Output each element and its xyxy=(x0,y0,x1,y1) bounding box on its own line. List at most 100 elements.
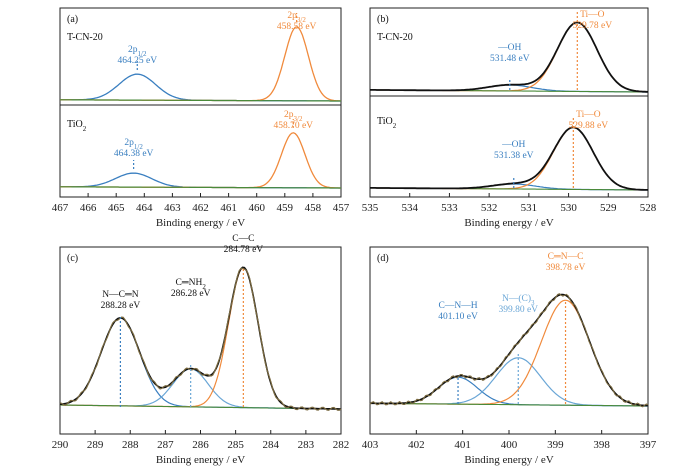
panel-a-1-peak-name-1-base: 2p xyxy=(284,110,294,120)
panel-b-tick-label: 528 xyxy=(640,202,657,214)
panel-d-peak-name-1-sub: 3 xyxy=(531,299,535,307)
panel-b-sample-0: T-CN-20 xyxy=(377,32,413,43)
panel-c-raw-data xyxy=(59,267,342,411)
panel-d-peak-energy-2: 398.78 eV xyxy=(546,263,586,273)
panel-b-1-peak-name-1: Ti—O xyxy=(576,110,601,120)
panel-b-0-peak-energy-1: 529.78 eV xyxy=(573,21,613,31)
panel-a-tick-label: 457 xyxy=(333,202,350,214)
panel-b-1-peak-energy-0: 531.38 eV xyxy=(494,151,534,161)
panel-d-peak-energy-1: 399.80 eV xyxy=(498,305,538,315)
panel-a-tick-label: 464 xyxy=(136,202,153,214)
panel-d-peak-name-0: C—N—H xyxy=(439,301,478,311)
panel-a-0-peak-name-0-sub: 1/2 xyxy=(138,50,147,58)
panel-b-label: (b) xyxy=(377,14,389,25)
panel-b-sample-1-base: TiO xyxy=(377,116,393,127)
panel-c-tick-label: 289 xyxy=(87,439,104,451)
panel-c-tick-label: 290 xyxy=(52,439,69,451)
panel-a-1-fit-2p12 xyxy=(60,172,341,189)
panel-a-sample-0: T-CN-20 xyxy=(67,32,103,43)
panel-b-0-peak-name-1: Ti—O xyxy=(580,10,605,20)
panel-a-tick-label: 465 xyxy=(108,202,125,214)
panel-c-xlabel: Binding energy / eV xyxy=(156,454,245,466)
panel-a-1-peak-name-0: 2p1/2 xyxy=(124,138,143,151)
panel-a-1-fit-2p32 xyxy=(60,132,341,189)
panel-b-1-envelope xyxy=(370,126,648,191)
panel-b-tick-label: 534 xyxy=(401,202,418,214)
panel-a-1-background xyxy=(60,186,341,189)
panel-d-tick-label: 401 xyxy=(454,439,471,451)
panel-d-tick-label: 399 xyxy=(547,439,564,451)
panel-a-1-peak-energy-1: 458.70 eV xyxy=(273,121,313,131)
panel-d-tick-label: 402 xyxy=(408,439,425,451)
panel-c-fit-1 xyxy=(60,368,341,410)
panel-a-0-peak-energy-1: 458.58 eV xyxy=(277,22,317,32)
panel-c-peak-name-1-sub: 2 xyxy=(202,283,206,291)
panel-b-tick-label: 529 xyxy=(600,202,617,214)
panel-a-0-background xyxy=(60,99,341,102)
panel-b-tick-label: 530 xyxy=(560,202,577,214)
panel-d-tick-label: 398 xyxy=(593,439,610,451)
panel-a-0-peak-name-0: 2p1/2 xyxy=(128,45,147,58)
panel-d-peak-name-1-base: N—(C) xyxy=(502,293,531,304)
panel-b-sample-1: TiO2 xyxy=(377,116,397,130)
panel-a-tick-label: 458 xyxy=(305,202,322,214)
panel-c-peak-energy-1: 286.28 eV xyxy=(171,289,211,299)
panel-a-sample-1: TiO2 xyxy=(67,119,87,133)
panel-c-peak-name-1-base: C═NH xyxy=(176,278,203,288)
panel-c-peak-name-2: C—C xyxy=(232,234,254,244)
panel-a-1-peak-name-1: 2p3/2 xyxy=(284,110,303,123)
panel-a-0-peak-name-0-base: 2p xyxy=(128,45,138,55)
panel-b-frame xyxy=(369,7,649,198)
panel-b-tick-label: 532 xyxy=(481,202,498,214)
panel-b-tick-label: 535 xyxy=(362,202,379,214)
panel-a-1-peak-energy-0: 464.38 eV xyxy=(114,149,154,159)
panel-a-0-fit-2p12 xyxy=(60,73,341,102)
panel-a-xlabel: Binding energy / eV xyxy=(156,217,245,229)
panel-a-tick-label: 459 xyxy=(277,202,294,214)
panel-a-sample-1-base: TiO xyxy=(67,119,83,130)
panel-a-tick-label: 462 xyxy=(192,202,209,214)
panel-a-tick-label: 460 xyxy=(248,202,265,214)
panel-a-tick-label: 466 xyxy=(80,202,97,214)
panel-b-0-peak-name-0: —OH xyxy=(497,43,521,53)
panel-a-1-peak-name-1-sub: 3/2 xyxy=(294,115,303,123)
panel-b-xlabel: Binding energy / eV xyxy=(464,217,553,229)
panel-b-sample-1-sub: 2 xyxy=(393,122,397,130)
panel-c-peak-name-1: C═NH2 xyxy=(176,278,207,291)
panel-a-0-peak-energy-0: 464.25 eV xyxy=(117,56,157,66)
panel-b-0-peak-energy-0: 531.48 eV xyxy=(490,54,530,64)
panel-a-1-peak-name-0-sub: 1/2 xyxy=(134,143,143,151)
panel-c-fit-0 xyxy=(59,317,341,410)
panel-c-label: (c) xyxy=(67,253,78,264)
panel-b-1-peak-name-0: —OH xyxy=(501,140,525,150)
panel-a-tick-label: 467 xyxy=(52,202,69,214)
panel-d-tick-label: 400 xyxy=(501,439,518,451)
panel-d-tick-label: 397 xyxy=(640,439,657,451)
panel-c-tick-label: 286 xyxy=(192,439,209,451)
panel-c-tick-label: 284 xyxy=(263,439,280,451)
panel-d-peak-energy-0: 401.10 eV xyxy=(438,312,478,322)
panel-b-tick-label: 533 xyxy=(441,202,458,214)
panel-a-0-peak-name-1: 2p3/2 xyxy=(287,11,306,24)
panel-a-tick-label: 463 xyxy=(164,202,181,214)
panel-c-peak-energy-2: 284.78 eV xyxy=(224,245,264,255)
panel-a-tick-label: 461 xyxy=(220,202,237,214)
panel-b-1-peak-energy-1: 529.88 eV xyxy=(569,121,609,131)
panel-c-tick-label: 285 xyxy=(227,439,244,451)
panel-d-background xyxy=(370,402,648,407)
panel-d-peak-name-1: N—(C)3 xyxy=(502,293,535,307)
panel-a-1-peak-name-0-base: 2p xyxy=(124,138,134,148)
panel-c-peak-name-0: N—C═N xyxy=(102,290,138,300)
panel-b-0-envelope xyxy=(370,21,649,93)
panel-d-raw-data xyxy=(369,293,649,408)
panel-c-peak-energy-0: 288.28 eV xyxy=(101,301,141,311)
panel-a-0-peak-name-1-sub: 3/2 xyxy=(297,16,306,24)
panel-c-tick-label: 283 xyxy=(298,439,315,451)
panel-a-label: (a) xyxy=(67,14,78,25)
panel-d-peak-name-2: C═N—C xyxy=(548,252,584,262)
panel-c-tick-label: 288 xyxy=(122,439,139,451)
panel-a-0-peak-name-1-base: 2p xyxy=(287,11,297,21)
panel-d-label: (d) xyxy=(377,253,389,264)
panel-a-sample-1-sub: 2 xyxy=(83,125,87,133)
